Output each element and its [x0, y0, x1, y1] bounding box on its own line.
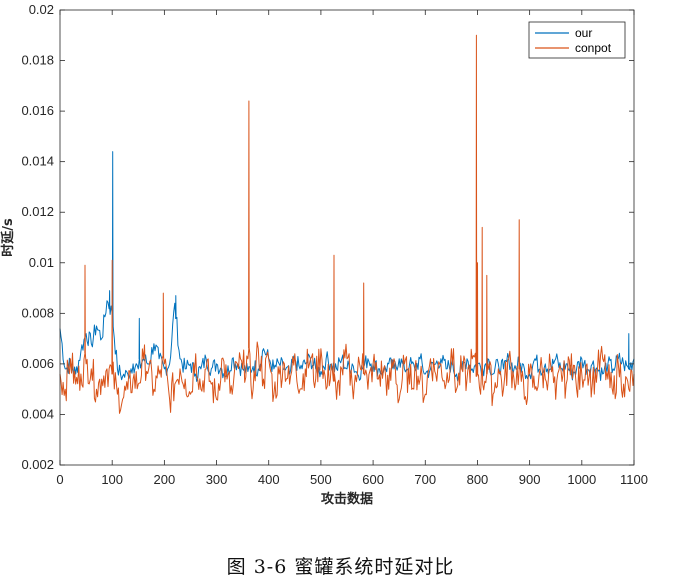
x-tick-label: 400 [258, 472, 280, 487]
x-tick-label: 600 [362, 472, 384, 487]
y-tick-label: 0.01 [29, 255, 54, 270]
y-tick-label: 0.014 [21, 154, 54, 169]
plot-background [60, 10, 634, 465]
y-tick-label: 0.004 [21, 406, 54, 421]
series-line-our [59, 151, 635, 382]
y-tick-label: 0.018 [21, 53, 54, 68]
series-layer [59, 34, 635, 414]
y-tick-label: 0.008 [21, 305, 54, 320]
series-line-conpot [59, 34, 635, 414]
y-tick-label: 0.016 [21, 103, 54, 118]
y-axis-label: 时延/s [0, 218, 16, 257]
x-tick-label: 0 [56, 472, 63, 487]
y-tick-label: 0.006 [21, 356, 54, 371]
x-tick-label: 300 [206, 472, 228, 487]
x-tick-label: 200 [154, 472, 176, 487]
plot-area [60, 10, 634, 465]
x-tick-label: 900 [519, 472, 541, 487]
y-tick-label: 0.002 [21, 457, 54, 472]
x-axis-label: 攻击数据 [321, 491, 373, 507]
line-chart: 0 100 200 300 400 500 600 700 800 900 1000 1100 0.00… [0, 2, 648, 507]
x-tick-label: 500 [310, 472, 332, 487]
legend-box [528, 21, 626, 59]
figure-caption: 图 3-6 蜜罐系统时延对比 [226, 556, 455, 578]
legend-label-our: our [575, 26, 592, 40]
x-tick-label: 1100 [620, 472, 648, 487]
x-tick-label: 1000 [567, 472, 596, 487]
axes-layer: 0 100 200 300 400 500 600 700 800 900 1000 1100 0.00… [21, 2, 648, 487]
legend-label-conpot: conpot [575, 41, 612, 55]
axes-box [59, 9, 635, 466]
x-tick-label: 100 [101, 472, 123, 487]
x-tick-label: 700 [414, 472, 436, 487]
y-tick-label: 0.02 [29, 2, 54, 17]
x-tick-label: 800 [467, 472, 489, 487]
y-tick-label: 0.012 [21, 204, 54, 219]
